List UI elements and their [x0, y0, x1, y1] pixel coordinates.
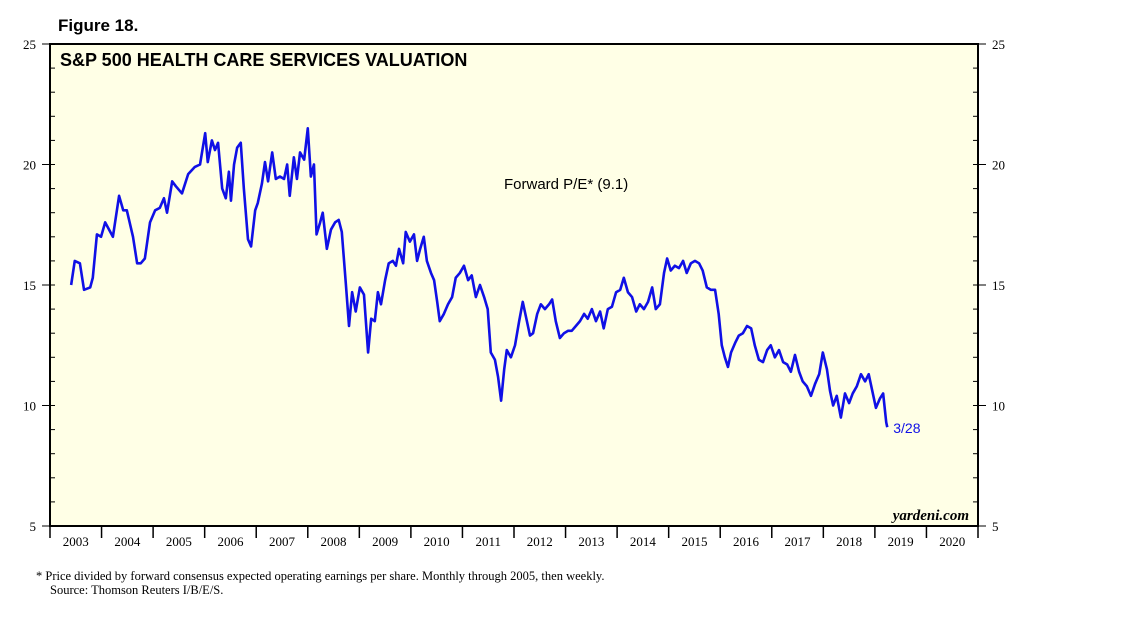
y-tick-label: 5: [30, 519, 37, 534]
y2-tick-label: 25: [992, 37, 1005, 52]
x-tick-label: 2014: [630, 534, 657, 549]
series-label: Forward P/E* (9.1): [504, 176, 628, 193]
x-tick-label: 2010: [424, 534, 450, 549]
source-note: Source: Thomson Reuters I/B/E/S.: [50, 583, 223, 597]
x-tick-label: 2020: [939, 534, 965, 549]
x-tick-label: 2008: [321, 534, 347, 549]
figure-label: Figure 18.: [58, 16, 138, 35]
x-tick-label: 2009: [372, 534, 398, 549]
y2-tick-label: 15: [992, 278, 1005, 293]
y-tick-label: 15: [23, 278, 36, 293]
y-tick-label: 10: [23, 399, 36, 414]
x-tick-label: 2015: [681, 534, 707, 549]
plot-layer: [69, 127, 889, 428]
x-tick-label: 2013: [578, 534, 604, 549]
x-tick-label: 2017: [785, 534, 812, 549]
x-tick-label: 2007: [269, 534, 296, 549]
x-tick-label: 2012: [527, 534, 553, 549]
y-tick-label: 20: [23, 158, 36, 173]
end-label: 3/28: [893, 420, 920, 436]
footnote: * Price divided by forward consensus exp…: [36, 569, 604, 583]
y2-tick-label: 5: [992, 519, 999, 534]
x-tick-label: 2003: [63, 534, 89, 549]
y2-tick-label: 10: [992, 399, 1005, 414]
plot-area: [50, 44, 978, 526]
x-tick-label: 2011: [475, 534, 501, 549]
x-tick-label: 2019: [888, 534, 914, 549]
y2-tick-label: 20: [992, 158, 1005, 173]
y-tick-label: 25: [23, 37, 36, 52]
x-tick-label: 2006: [217, 534, 244, 549]
chart-title: S&P 500 HEALTH CARE SERVICES VALUATION: [60, 50, 467, 70]
x-tick-label: 2005: [166, 534, 192, 549]
x-tick-label: 2018: [836, 534, 862, 549]
x-tick-label: 2004: [114, 534, 141, 549]
credit: yardeni.com: [891, 508, 969, 524]
x-tick-label: 2016: [733, 534, 760, 549]
data-line: [69, 127, 889, 428]
